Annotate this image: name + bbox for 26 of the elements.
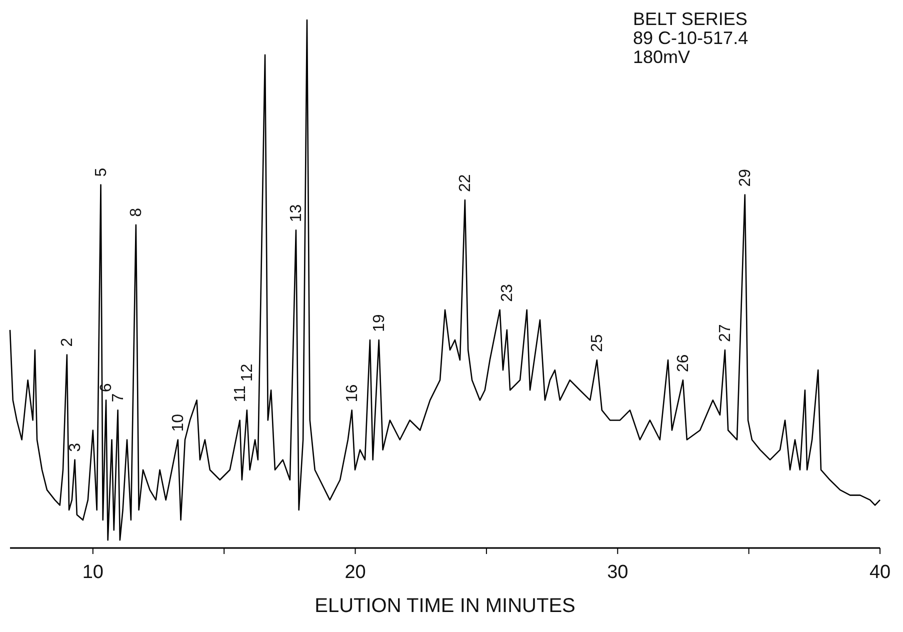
x-tick-label: 40: [869, 562, 891, 583]
x-tick-label: 20: [344, 562, 366, 583]
annotation: 13: [288, 204, 305, 222]
annotation: 25: [588, 334, 606, 352]
annotation: 22: [456, 174, 474, 192]
annotation: 89 C-10-517.4: [633, 28, 748, 48]
x-axis-title: ELUTION TIME IN MINUTES: [314, 595, 576, 617]
x-tick-label: 30: [607, 562, 628, 583]
annotation: 16: [344, 384, 361, 402]
annotation: BELT SERIES: [633, 9, 748, 29]
annotation: 6: [98, 383, 116, 392]
annotation: 23: [498, 284, 516, 302]
annotation: 19: [370, 314, 388, 332]
annotation: 3: [66, 442, 84, 452]
annotation: 5: [92, 168, 110, 177]
annotation: 7: [110, 393, 127, 402]
annotation: 2: [58, 338, 76, 347]
annotation: 12: [238, 364, 256, 382]
x-tick-label: 10: [82, 562, 104, 583]
annotation: 26: [674, 354, 692, 372]
annotation: 8: [128, 208, 145, 217]
annotation: 180mV: [633, 47, 690, 67]
annotation: 29: [736, 168, 754, 187]
annotation: 11: [232, 385, 249, 402]
annotation: 27: [716, 324, 734, 342]
annotation: 10: [170, 414, 187, 432]
